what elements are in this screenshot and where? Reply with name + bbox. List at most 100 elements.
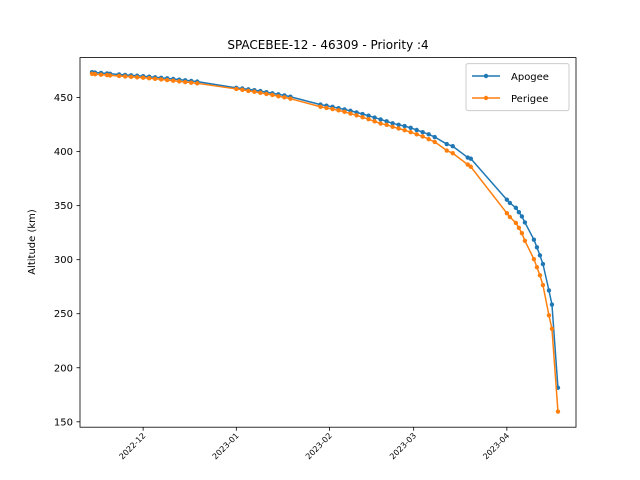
legend-marker xyxy=(483,95,489,101)
data-point xyxy=(444,141,449,147)
data-point xyxy=(146,76,152,81)
data-point xyxy=(360,115,365,120)
data-point xyxy=(128,74,134,80)
data-point xyxy=(531,237,537,242)
data-point xyxy=(408,125,413,131)
data-point xyxy=(140,75,146,80)
series-perigee xyxy=(89,71,561,414)
data-point xyxy=(420,129,425,135)
data-point xyxy=(450,144,455,149)
data-point xyxy=(246,88,251,94)
legend-marker xyxy=(483,73,489,79)
data-point xyxy=(158,77,164,82)
data-point xyxy=(537,273,543,278)
data-point xyxy=(516,225,522,231)
legend-label: Perigee xyxy=(511,94,548,105)
data-point xyxy=(519,214,525,219)
data-point xyxy=(507,200,513,206)
data-point xyxy=(390,124,395,129)
data-point xyxy=(372,119,377,124)
data-point xyxy=(164,77,170,83)
data-point xyxy=(468,164,473,169)
data-point xyxy=(504,197,510,202)
y-axis-title: Altitude (km) xyxy=(27,209,38,275)
data-point xyxy=(282,95,287,100)
data-point xyxy=(183,79,188,85)
y-tick-label: 150 xyxy=(54,417,73,428)
data-point xyxy=(444,148,449,153)
y-tick-label: 350 xyxy=(54,201,73,212)
plot-area xyxy=(79,57,577,428)
data-point xyxy=(546,313,552,318)
data-point xyxy=(92,72,98,77)
data-point xyxy=(240,87,245,93)
data-point xyxy=(264,91,269,97)
data-point xyxy=(468,156,473,161)
data-point xyxy=(513,205,519,211)
data-point xyxy=(531,256,537,262)
data-point xyxy=(507,214,513,220)
data-point xyxy=(426,136,431,142)
data-point xyxy=(336,108,341,113)
data-point xyxy=(354,113,359,118)
data-point xyxy=(408,129,413,135)
data-point xyxy=(516,209,522,215)
data-point xyxy=(534,265,540,270)
data-point xyxy=(546,288,552,293)
axes-frame xyxy=(79,57,577,428)
series-layer xyxy=(89,69,561,414)
data-point xyxy=(177,79,182,84)
data-point xyxy=(234,86,239,92)
data-point xyxy=(195,81,200,86)
legend-label: Apogee xyxy=(511,72,549,83)
data-point xyxy=(170,78,176,83)
chart-title: SPACEBEE-12 - 46309 - Priority :4 xyxy=(227,38,428,52)
data-point xyxy=(384,119,389,124)
data-point xyxy=(432,139,437,145)
data-point xyxy=(522,238,528,243)
data-point xyxy=(122,74,128,79)
data-point xyxy=(252,89,257,94)
data-point xyxy=(152,76,158,81)
data-point xyxy=(414,127,419,133)
data-point xyxy=(378,117,383,122)
data-point xyxy=(366,113,371,118)
data-point xyxy=(384,122,389,128)
data-point xyxy=(330,106,335,112)
data-point xyxy=(504,211,510,216)
data-point xyxy=(519,231,525,236)
data-point xyxy=(534,245,540,250)
data-point xyxy=(360,111,365,117)
data-point xyxy=(288,96,293,101)
data-point xyxy=(396,122,401,128)
data-point xyxy=(414,132,419,137)
data-point xyxy=(342,109,347,115)
data-point xyxy=(348,111,353,116)
data-point xyxy=(513,220,519,226)
y-tick-label: 300 xyxy=(54,255,73,266)
data-point xyxy=(116,73,122,79)
data-point xyxy=(549,302,555,307)
data-point xyxy=(402,123,407,129)
y-tick-label: 250 xyxy=(54,309,73,320)
data-point xyxy=(420,134,425,139)
y-tick-label: 400 xyxy=(54,147,73,158)
data-point xyxy=(549,326,555,332)
data-point xyxy=(372,115,377,120)
data-point xyxy=(258,90,263,96)
data-point xyxy=(98,72,104,77)
data-point xyxy=(189,80,194,85)
data-point xyxy=(390,121,395,126)
data-point xyxy=(522,220,528,225)
data-point xyxy=(318,104,323,109)
data-point xyxy=(378,121,383,126)
data-point xyxy=(555,409,561,414)
y-tick-label: 450 xyxy=(54,93,73,104)
y-axis: 150 200 250 300 350 400 450 xyxy=(54,93,80,428)
data-point xyxy=(366,117,371,122)
data-point xyxy=(134,75,140,80)
legend: Apogee Perigee xyxy=(465,63,570,112)
y-tick-label: 200 xyxy=(54,363,73,374)
data-point xyxy=(450,151,455,156)
